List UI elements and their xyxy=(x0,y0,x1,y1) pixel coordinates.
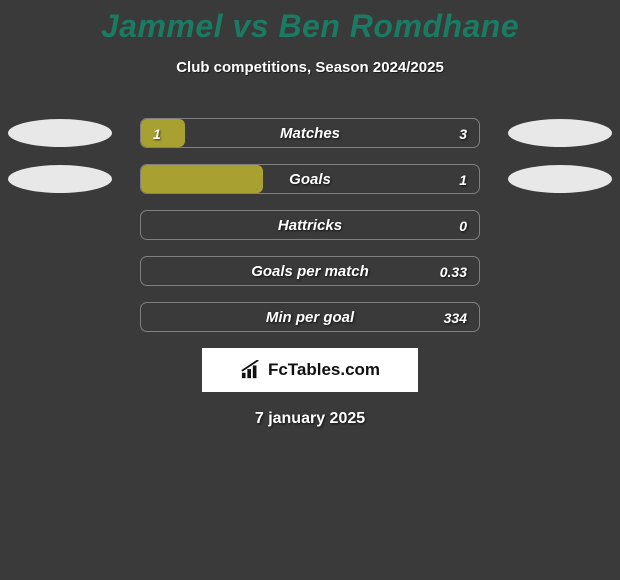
bar-track: Goals1 xyxy=(140,164,480,194)
stat-row: Hattricks0 xyxy=(0,210,620,240)
stat-value-right: 0.33 xyxy=(440,257,467,286)
bar-track: Goals per match0.33 xyxy=(140,256,480,286)
stat-value-right: 3 xyxy=(459,119,467,148)
stat-value-right: 334 xyxy=(444,303,467,332)
stat-row: Min per goal334 xyxy=(0,302,620,332)
player-oval-left xyxy=(8,165,112,193)
date: 7 january 2025 xyxy=(0,410,620,428)
subtitle: Club competitions, Season 2024/2025 xyxy=(0,59,620,76)
bar-fill-left xyxy=(141,165,263,193)
logo-box: FcTables.com xyxy=(202,348,418,392)
stat-row: Goals per match0.33 xyxy=(0,256,620,286)
stat-row: Goals1 xyxy=(0,164,620,194)
stat-label: Hattricks xyxy=(141,211,479,240)
chart-icon xyxy=(240,360,262,380)
stats-area: Matches13Goals1Hattricks0Goals per match… xyxy=(0,118,620,332)
stat-value-right: 0 xyxy=(459,211,467,240)
page-title: Jammel vs Ben Romdhane xyxy=(0,0,620,45)
player-oval-right xyxy=(508,165,612,193)
player-oval-right xyxy=(508,119,612,147)
stat-label: Min per goal xyxy=(141,303,479,332)
stat-label: Matches xyxy=(141,119,479,148)
bar-track: Hattricks0 xyxy=(140,210,480,240)
bar-track: Min per goal334 xyxy=(140,302,480,332)
bar-fill-left xyxy=(141,119,185,147)
logo-text: FcTables.com xyxy=(268,360,380,380)
stat-label: Goals per match xyxy=(141,257,479,286)
player-oval-left xyxy=(8,119,112,147)
stat-value-right: 1 xyxy=(459,165,467,194)
bar-track: Matches1 3 xyxy=(140,118,480,148)
stat-row: Matches1 3 xyxy=(0,118,620,148)
stat-value-left: 1 xyxy=(153,119,161,148)
